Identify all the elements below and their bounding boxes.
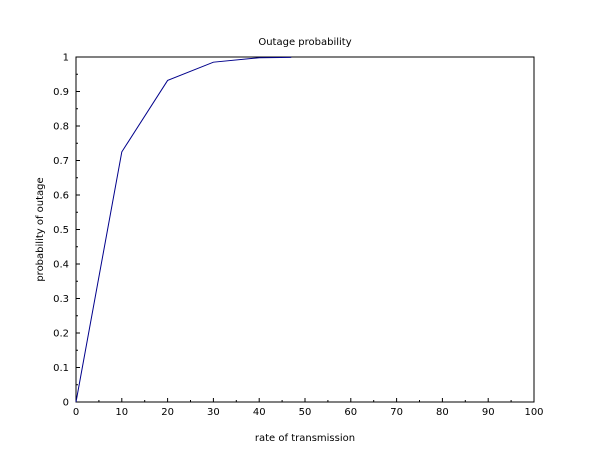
x-tick-label: 40	[253, 407, 266, 418]
series-line-0	[75, 56, 292, 403]
x-tick-label: 70	[390, 407, 403, 418]
y-tick-label: 0.2	[53, 329, 69, 340]
plot-area	[75, 56, 535, 403]
y-axis: 0 0.1 0.2 0.3 0.4 0.5 0.6 0.7 0.8 0.9 1	[53, 53, 80, 409]
y-tick-label: 0.9	[53, 87, 69, 98]
x-tick-label: 0	[73, 407, 79, 418]
x-tick-label: 20	[161, 407, 174, 418]
chart-title: Outage probability	[258, 37, 351, 48]
y-tick-label: 0.7	[53, 156, 69, 167]
y-tick-label: 0.1	[53, 363, 69, 374]
y-tick-label: 1	[63, 53, 69, 64]
y-tick-label: 0.8	[53, 122, 69, 133]
x-tick-label: 10	[115, 407, 128, 418]
y-tick-label: 0.5	[53, 225, 69, 236]
x-tick-label: 90	[482, 407, 495, 418]
y-axis-label: probability of outage	[35, 177, 46, 281]
series-layer	[75, 56, 292, 403]
x-tick-label: 30	[207, 407, 220, 418]
y-tick-label: 0	[63, 398, 69, 409]
x-axis: 0 10 20 30 40 50 60 70 80 90 100	[73, 398, 544, 418]
x-tick-label: 60	[344, 407, 357, 418]
x-tick-label: 80	[436, 407, 449, 418]
y-tick-label: 0.6	[53, 191, 69, 202]
x-tick-label: 50	[299, 407, 312, 418]
x-tick-label: 100	[524, 407, 543, 418]
y-tick-label: 0.4	[53, 260, 69, 271]
x-axis-label: rate of transmission	[255, 433, 355, 444]
y-tick-label: 0.3	[53, 294, 69, 305]
